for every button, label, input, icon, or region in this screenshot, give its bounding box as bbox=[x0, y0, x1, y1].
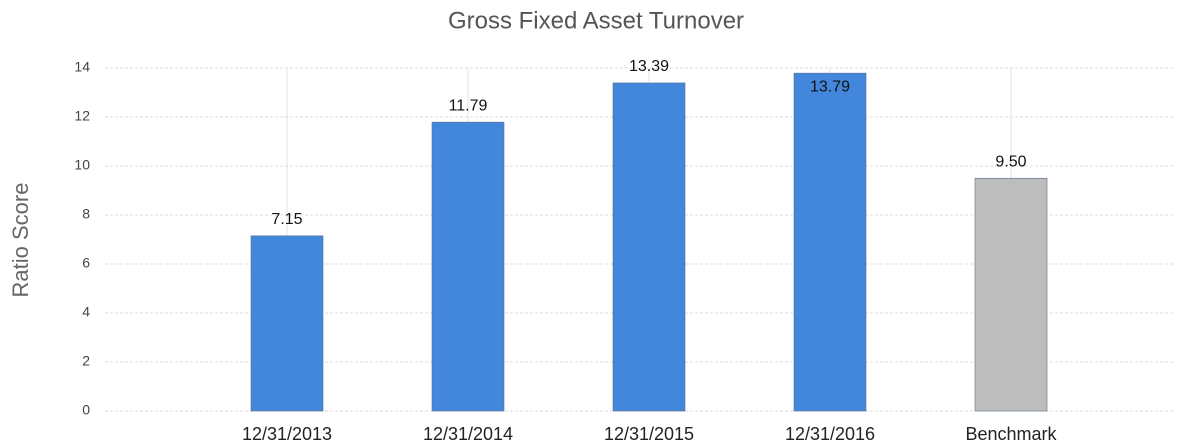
bar bbox=[431, 121, 505, 412]
data-label: 13.39 bbox=[629, 58, 669, 75]
data-label: 13.79 bbox=[810, 78, 850, 95]
y-axis-label: Ratio Score bbox=[8, 183, 33, 298]
y-tick-label: 10 bbox=[74, 157, 90, 173]
bar bbox=[612, 82, 686, 412]
data-label: 9.50 bbox=[995, 153, 1026, 170]
y-tick-label: 12 bbox=[74, 108, 90, 124]
x-tick-label: 12/31/2015 bbox=[604, 424, 694, 444]
y-tick-label: 14 bbox=[74, 59, 90, 75]
bar bbox=[250, 235, 324, 412]
y-tick-label: 6 bbox=[82, 255, 90, 271]
bar bbox=[974, 177, 1048, 412]
y-tick-label: 0 bbox=[82, 402, 90, 418]
chart-title: Gross Fixed Asset Turnover bbox=[448, 7, 744, 34]
x-tick-label: 12/31/2016 bbox=[785, 424, 875, 444]
x-tick-label: 12/31/2013 bbox=[242, 424, 332, 444]
x-tick-label: Benchmark bbox=[965, 424, 1057, 444]
data-label: 11.79 bbox=[449, 97, 488, 114]
x-tick-label: 12/31/2014 bbox=[423, 424, 513, 444]
data-label: 7.15 bbox=[271, 211, 302, 228]
bar bbox=[793, 72, 867, 412]
y-tick-label: 2 bbox=[82, 353, 90, 369]
y-tick-label: 4 bbox=[82, 304, 90, 320]
y-tick-label: 8 bbox=[82, 206, 90, 222]
